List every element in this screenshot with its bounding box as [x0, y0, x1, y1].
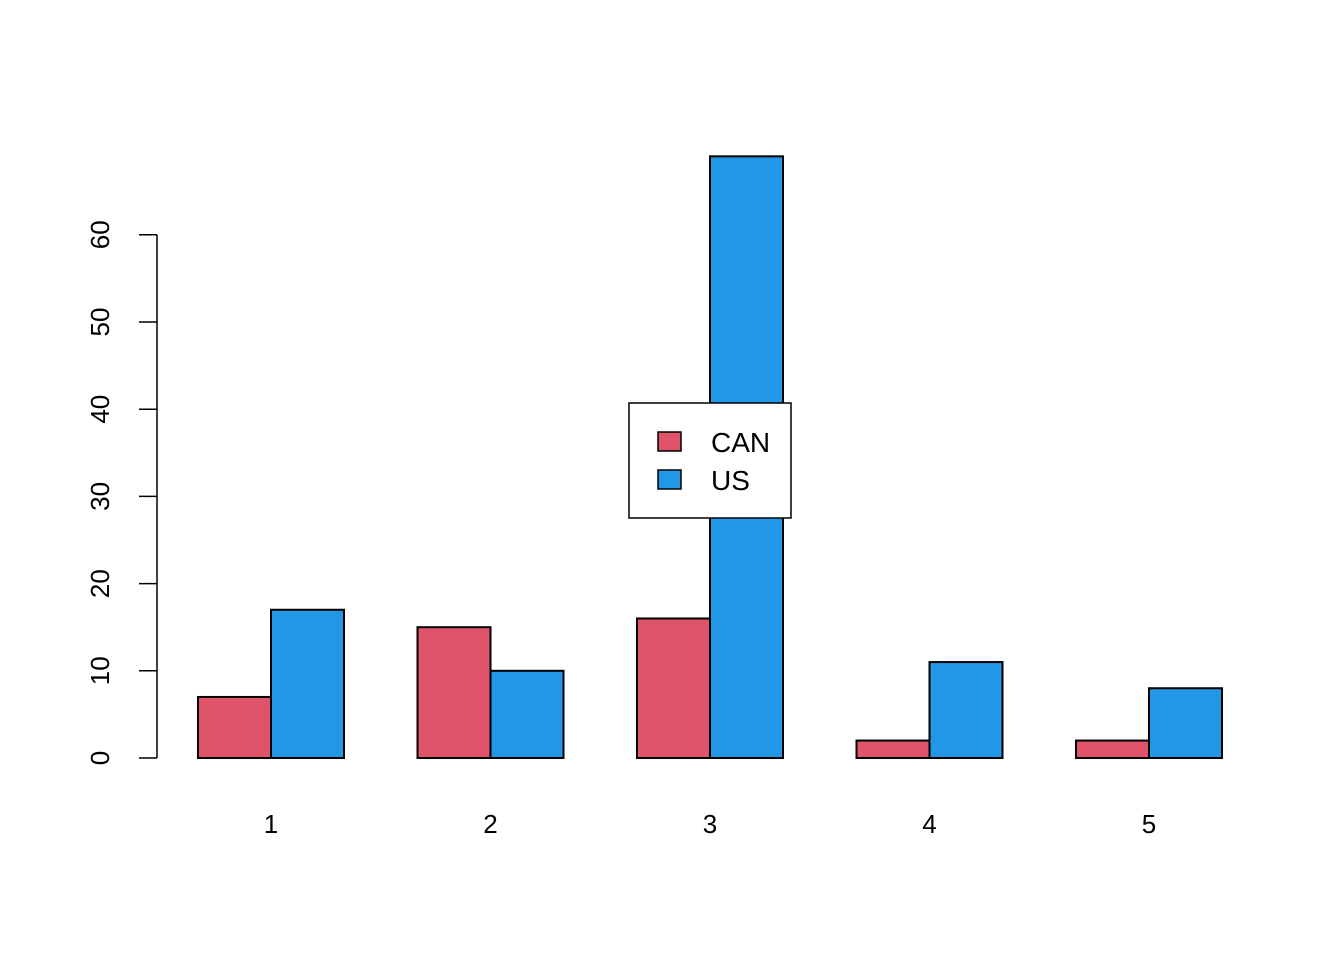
legend-box — [628, 402, 792, 519]
bar-can-4 — [855, 739, 931, 759]
bar-us-2 — [489, 669, 565, 759]
x-tick-label: 1 — [264, 809, 278, 839]
bar-can-3 — [636, 617, 711, 759]
bar-can-5 — [1075, 739, 1150, 759]
x-tick-label: 3 — [703, 809, 717, 839]
legend-label-can: CAN — [711, 427, 770, 458]
legend-label-us: US — [711, 465, 750, 496]
x-axis-labels: 1 2 3 4 5 — [264, 809, 1156, 839]
y-tick-label: 40 — [85, 395, 115, 424]
y-tick-label: 20 — [85, 569, 115, 598]
y-tick-label: 50 — [85, 308, 115, 337]
legend-swatch-can — [657, 431, 682, 452]
x-tick-label: 4 — [922, 809, 936, 839]
y-tick-label: 30 — [85, 482, 115, 511]
y-tick-label: 10 — [85, 656, 115, 685]
y-tick-label: 0 — [85, 751, 115, 765]
bar-us-4 — [928, 661, 1004, 760]
x-tick-label: 5 — [1142, 809, 1156, 839]
bar-can-2 — [416, 626, 492, 760]
legend: CAN US — [628, 402, 792, 519]
bar-us-1 — [270, 608, 345, 760]
y-tick-label: 60 — [85, 220, 115, 249]
legend-swatch-us — [657, 469, 682, 490]
bar-us-5 — [1148, 687, 1223, 759]
y-axis: 0 10 20 30 40 50 60 — [85, 220, 158, 765]
bar-can-1 — [197, 695, 272, 760]
x-tick-label: 2 — [483, 809, 497, 839]
